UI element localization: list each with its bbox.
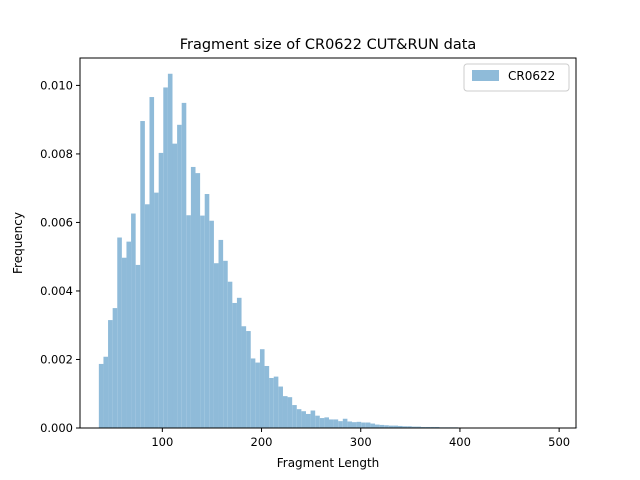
y-tick-label: 0.004 xyxy=(40,284,73,298)
histogram-bar xyxy=(375,424,380,428)
histogram-bar xyxy=(356,421,362,428)
x-tick-label: 200 xyxy=(251,435,273,449)
histogram-bar xyxy=(338,421,343,428)
chart-title: Fragment size of CR0622 CUT&RUN data xyxy=(180,37,477,53)
legend-swatch xyxy=(472,70,499,81)
histogram-bar xyxy=(434,426,440,428)
histogram-bar xyxy=(264,365,270,428)
histogram-bar xyxy=(430,426,435,428)
histogram-bar xyxy=(241,326,247,428)
histogram-bar xyxy=(347,421,353,428)
y-tick-label: 0.002 xyxy=(40,352,73,366)
histogram-bar xyxy=(292,405,297,428)
histogram-bar xyxy=(273,376,279,428)
y-axis-ticks: 0.000 0.002 0.004 0.006 0.008 0.010 xyxy=(40,78,80,435)
histogram-bar xyxy=(402,426,408,428)
x-tick-label: 300 xyxy=(350,435,372,449)
x-axis-ticks: 100 200 300 400 500 xyxy=(151,428,570,449)
histogram-bar xyxy=(204,194,210,428)
histogram-bar xyxy=(232,302,237,428)
y-tick-label: 0.006 xyxy=(40,215,73,229)
histogram-bar xyxy=(218,239,224,428)
histogram-bar xyxy=(112,308,118,428)
histogram-bar xyxy=(416,426,422,428)
legend-label: CR0622 xyxy=(508,69,555,83)
histogram-bar xyxy=(190,166,196,428)
histogram-bar xyxy=(167,73,173,428)
histogram-bar xyxy=(259,349,265,428)
histogram-bar xyxy=(255,362,260,428)
histogram-bar xyxy=(411,426,417,428)
histogram-bar xyxy=(121,257,127,428)
y-axis-label: Frequency xyxy=(11,212,25,274)
histogram-bar xyxy=(305,413,311,428)
histogram-bar xyxy=(328,419,334,428)
histogram-bar xyxy=(103,356,109,428)
histogram-bar xyxy=(172,143,178,429)
histogram-bar xyxy=(370,423,376,428)
histogram-bar xyxy=(158,152,164,429)
histogram-bar xyxy=(310,410,316,428)
histogram-bar xyxy=(352,422,357,428)
histogram-bar xyxy=(209,220,214,428)
histogram-bar xyxy=(361,422,366,428)
histogram-bar xyxy=(117,237,122,428)
x-axis-label: Fragment Length xyxy=(277,456,380,470)
x-tick-label: 500 xyxy=(548,435,570,449)
histogram-bar xyxy=(333,419,339,428)
histogram-bar xyxy=(388,425,394,428)
histogram-bar xyxy=(269,377,274,428)
x-tick-label: 400 xyxy=(449,435,471,449)
histogram-bar xyxy=(282,396,288,428)
histogram-bar xyxy=(144,204,150,428)
x-tick-label: 100 xyxy=(151,435,173,449)
histogram-bar xyxy=(186,215,191,428)
histogram-bar xyxy=(384,425,389,428)
plot-frame xyxy=(79,57,577,429)
histogram-bar xyxy=(315,415,320,428)
histogram-bar xyxy=(296,409,302,428)
histogram-bar xyxy=(140,121,145,428)
legend: CR0622 xyxy=(463,63,570,92)
histogram-bar xyxy=(246,331,251,428)
histogram-bar xyxy=(213,263,219,428)
histogram-bar xyxy=(342,418,348,428)
histogram-bar xyxy=(200,215,205,428)
histogram-bar xyxy=(108,320,113,428)
histogram-bar xyxy=(250,358,256,428)
histogram-bars xyxy=(98,73,578,429)
histogram-bar xyxy=(407,426,412,428)
y-tick-label: 0.008 xyxy=(40,147,73,161)
histogram-bar xyxy=(126,241,132,428)
histogram-bar xyxy=(319,418,325,428)
histogram-bar xyxy=(393,425,399,428)
histogram-bar xyxy=(149,97,155,429)
histogram-bar xyxy=(163,87,168,429)
histogram-bar xyxy=(181,102,187,428)
histogram-bar xyxy=(236,297,242,428)
histogram-bar xyxy=(324,417,329,428)
histogram-bar xyxy=(195,173,201,428)
histogram-bar xyxy=(379,424,385,428)
histogram-bar xyxy=(425,426,431,428)
histogram-bar xyxy=(287,397,293,428)
histogram-bar xyxy=(421,426,426,428)
histogram-bar xyxy=(131,213,136,428)
y-tick-label: 0.010 xyxy=(40,78,73,92)
histogram-bar xyxy=(135,264,141,428)
y-tick-label: 0.000 xyxy=(40,421,73,435)
histogram-bar xyxy=(98,363,104,428)
histogram-bar xyxy=(365,422,371,428)
histogram-bar xyxy=(398,425,403,428)
histogram-bar xyxy=(154,192,159,428)
histogram-bar xyxy=(223,260,228,428)
histogram-bar xyxy=(177,124,182,429)
histogram-bar xyxy=(227,281,233,428)
histogram-bar xyxy=(301,411,306,428)
histogram-bar xyxy=(278,386,283,428)
